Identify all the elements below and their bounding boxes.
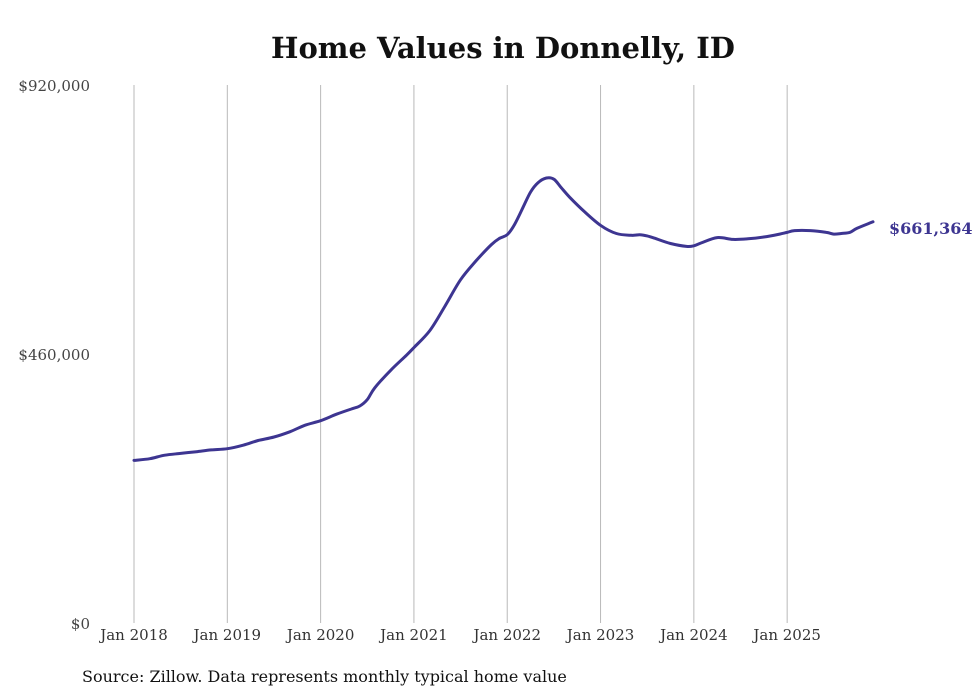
x-axis-ticks: Jan 2018 Jan 2019 Jan 2020 Jan 2021 Jan 2022… [98, 626, 821, 644]
y-tick-label: $0 [71, 615, 90, 633]
x-tick-label: Jan 2023 [565, 626, 635, 644]
x-tick-label: Jan 2018 [98, 626, 168, 644]
x-tick-label: Jan 2024 [658, 626, 728, 644]
x-tick-label: Jan 2025 [751, 626, 821, 644]
source-note: Source: Zillow. Data represents monthly … [82, 667, 567, 686]
x-tick-label: Jan 2019 [192, 626, 262, 644]
y-tick-label: $920,000 [18, 77, 90, 95]
x-tick-label: Jan 2022 [471, 626, 541, 644]
chart-title: Home Values in Donnelly, ID [271, 31, 735, 65]
x-tick-label: Jan 2020 [285, 626, 355, 644]
series-line-home-value [132, 176, 875, 462]
grid-lines [133, 85, 788, 623]
x-tick-label: Jan 2021 [378, 626, 448, 644]
end-value-label: $661,364 [889, 219, 973, 238]
y-axis-ticks: $0 $460,000 $920,000 [18, 77, 90, 633]
y-tick-label: $460,000 [18, 346, 90, 364]
